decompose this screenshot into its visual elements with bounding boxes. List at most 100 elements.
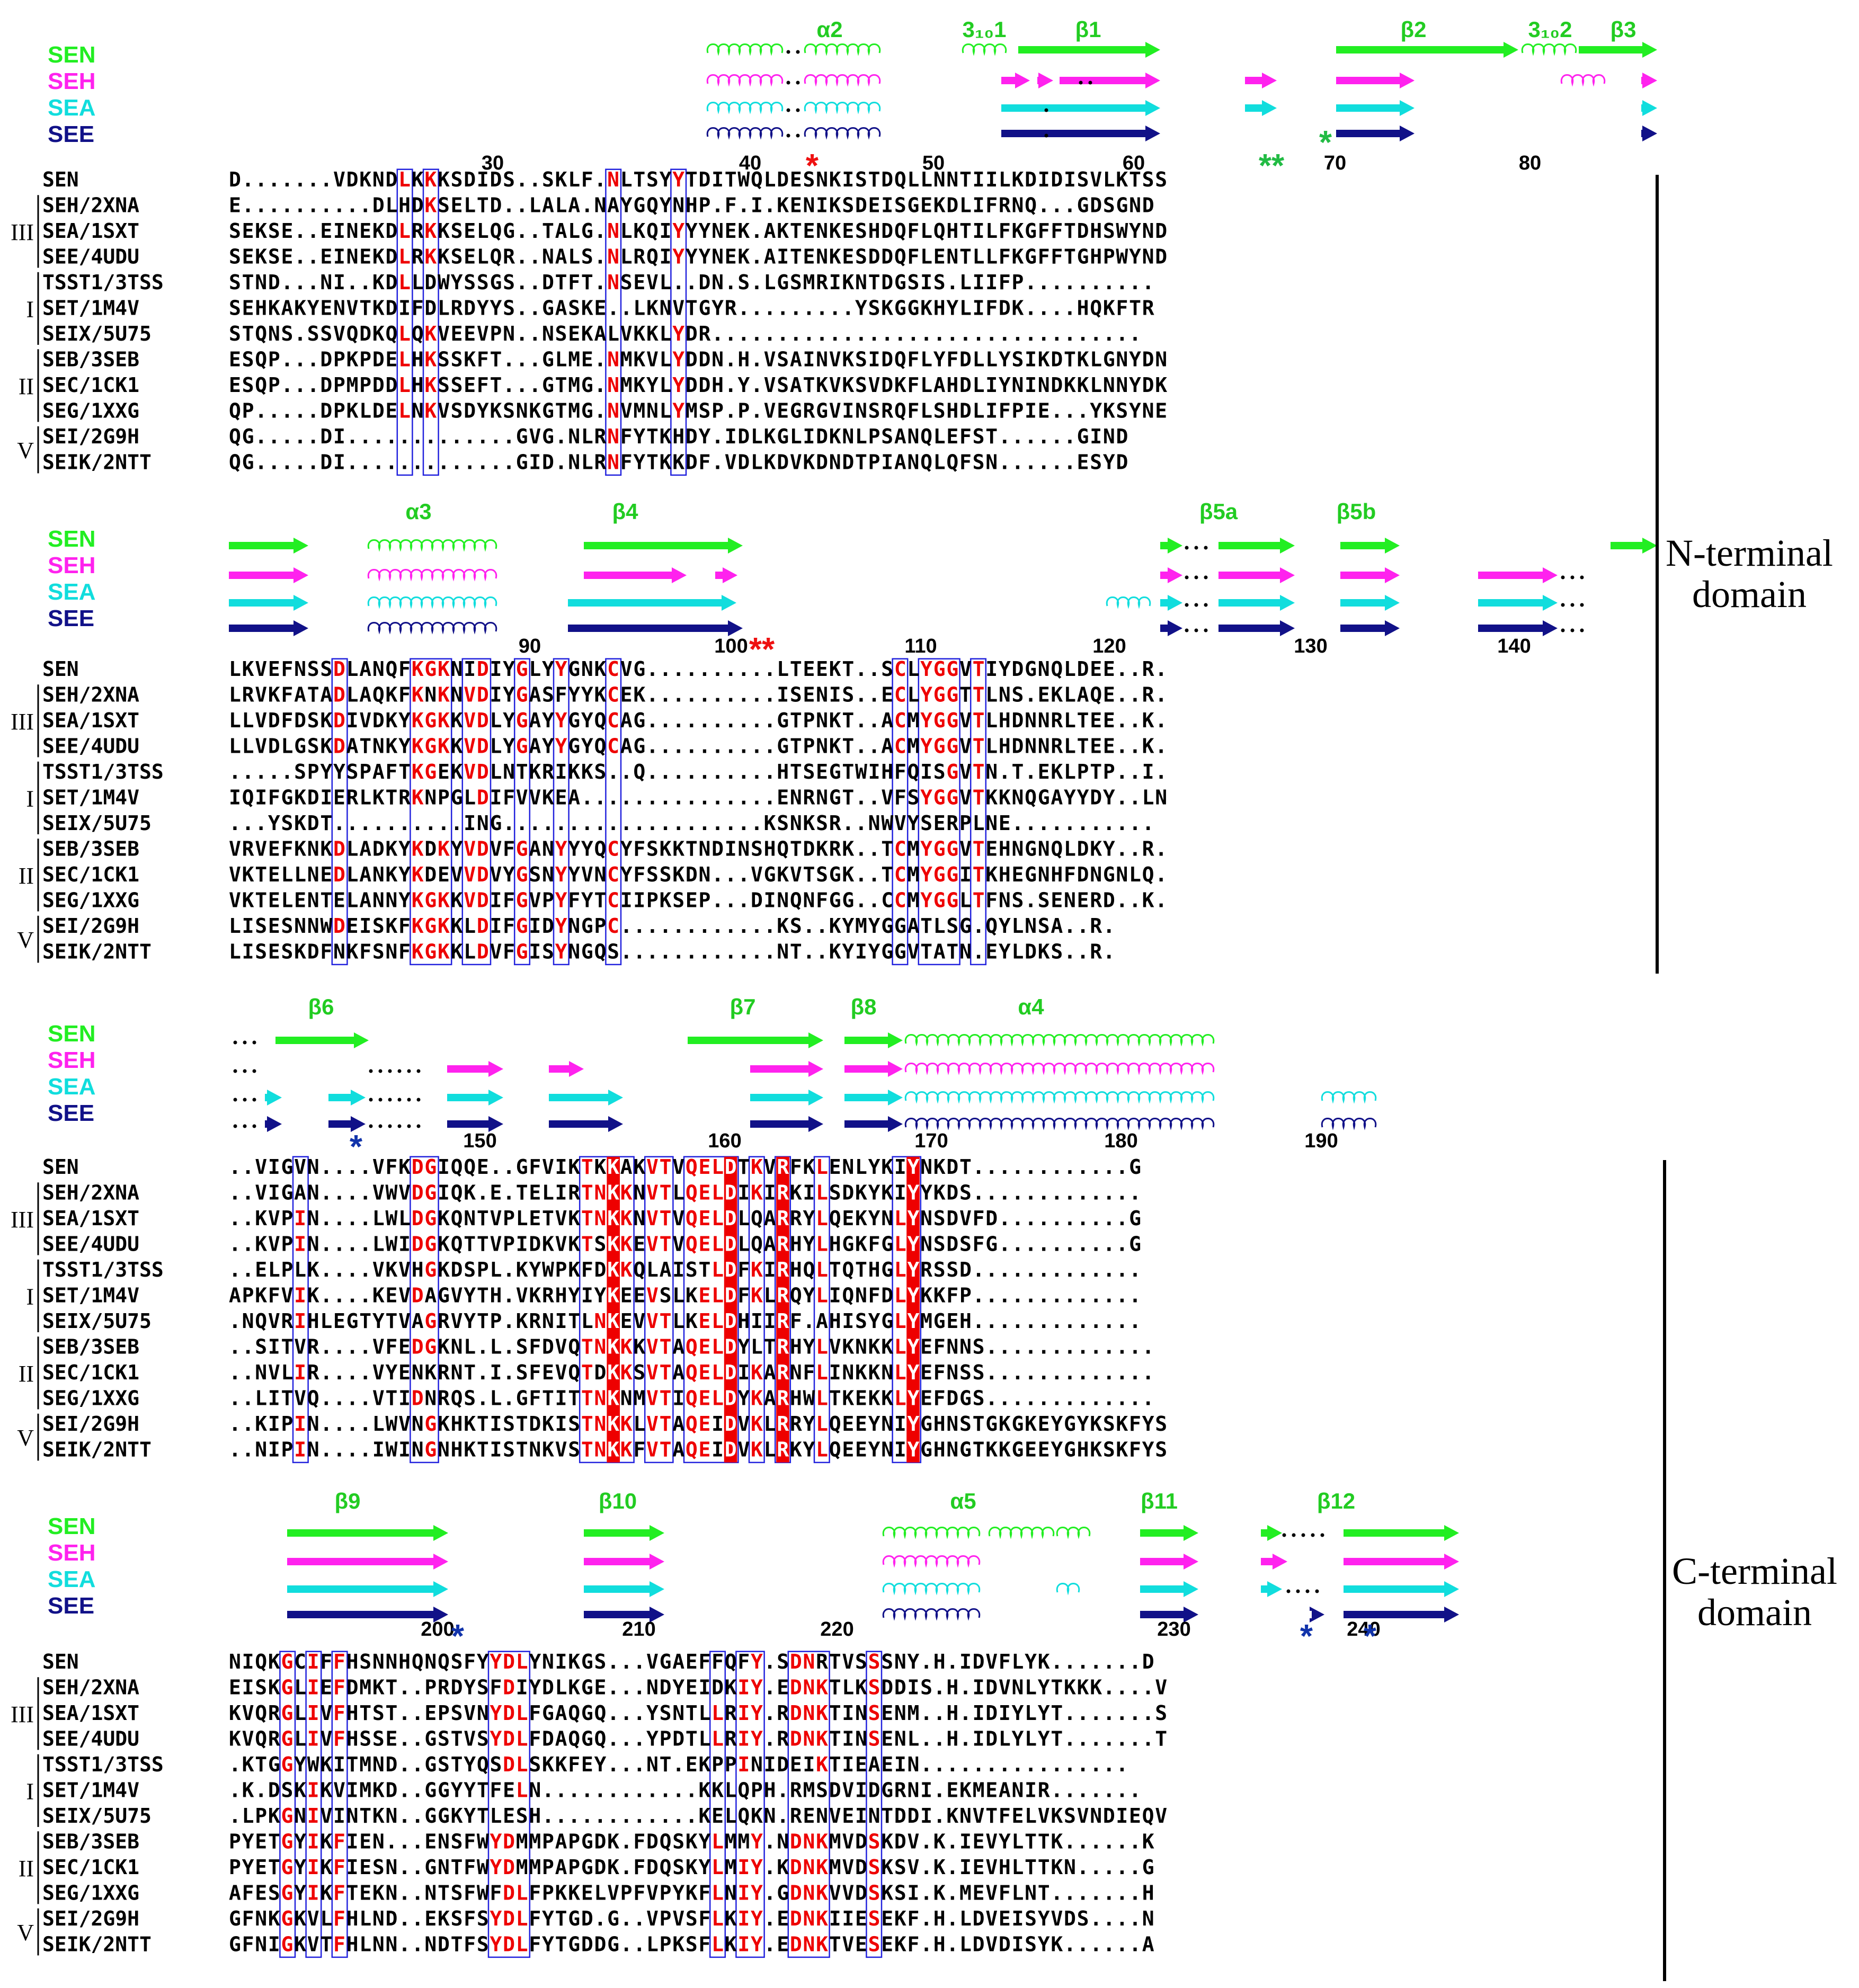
sequence-name: SEC/1CK1	[42, 373, 139, 397]
ss-label: β5b	[1337, 499, 1376, 524]
similarity-box	[866, 1651, 883, 1958]
sequence-row: ..KIPIN....LWVNGKHKTISTDKISTNKKLVTAQEIDV…	[229, 1412, 1167, 1436]
sequence-row: PYETGYIKFIEN...ENSFWYDMMPAPGDK.FDQSKYLMM…	[229, 1830, 1154, 1853]
helix-coil	[882, 1608, 981, 1621]
strand-arrow	[1641, 73, 1657, 88]
strand-arrow	[1160, 538, 1182, 554]
strand-arrow	[1245, 73, 1277, 88]
similarity-box	[410, 658, 452, 966]
residue-number: 170	[914, 1130, 948, 1152]
gap-dots	[233, 1040, 256, 1045]
strand-arrow	[1641, 100, 1657, 116]
identity-column	[724, 1156, 737, 1463]
similarity-box	[605, 658, 622, 966]
group-label: III	[11, 1207, 34, 1233]
strand-arrow	[1478, 567, 1558, 583]
similarity-box	[787, 1651, 830, 1958]
strand-arrow	[568, 595, 736, 611]
sequence-row: EISKGLIEFDMKT..PRDYSFDIYDLKGE...NDYEIDKI…	[229, 1676, 1167, 1699]
sequence-row: SEHKAKYENVTKDIFDLRDYYS..GASKE..LKNVTGYR.…	[229, 297, 1154, 320]
residue-number: 140	[1497, 635, 1531, 657]
sequence-row: VKTELENTELANNYKGKKVDIFGVPYFYTCIIPKSEP...…	[229, 889, 1167, 912]
sequence-name: SEA/1SXT	[42, 1701, 139, 1725]
strand-arrow	[1160, 595, 1182, 611]
helix-coil	[706, 102, 784, 114]
sequence-row: ESQP...DPKPDELHKSSKFT...GLME.NMKVLYDDN.H…	[229, 348, 1167, 371]
gap-dots	[233, 1124, 256, 1128]
residue-number: 40	[739, 152, 761, 174]
sequence-name: SEE/4UDU	[42, 1233, 139, 1256]
sequence-row: QG.....DI.............GVG.NLRNFYTKHDY.ID…	[229, 425, 1128, 448]
group-label: I	[26, 1283, 34, 1309]
legend-sea: SEA	[48, 95, 95, 121]
gap-dots	[1185, 546, 1208, 550]
similarity-box	[279, 1651, 296, 1958]
site-asterisk: **	[1259, 148, 1285, 184]
sequence-name: SEA/1SXT	[42, 219, 139, 243]
gap-dots	[1185, 628, 1208, 632]
gap-dots	[1561, 575, 1584, 580]
helix-coil	[1321, 1118, 1377, 1130]
helix-coil	[1056, 1583, 1080, 1595]
sequence-row: .NQVRIHLEGTYTVAGRVYTP.KRNITLNKEVVTLKELDH…	[229, 1309, 1141, 1333]
gap-dots	[1561, 628, 1584, 632]
similarity-box	[748, 1156, 765, 1464]
legend-see: SEE	[48, 1100, 94, 1126]
ss-label: α4	[1018, 994, 1044, 1019]
residue-number: 130	[1294, 635, 1327, 657]
group-label: II	[19, 1361, 34, 1387]
gap-dots	[786, 81, 800, 85]
helix-coil	[367, 539, 497, 552]
sequence-row: LLVDLGSKDATNKYKGKKVDLYGAYYGYQCAG........…	[229, 735, 1167, 758]
strand-arrow	[549, 1090, 623, 1106]
helix-coil	[1056, 1527, 1091, 1539]
strand-arrow	[715, 567, 737, 583]
sequence-row: GFNIGKVTFHLNN..NDTFSYDLFYTGDDG..LPKSFLKI…	[229, 1933, 1154, 1956]
similarity-box	[579, 1156, 635, 1464]
similarity-box	[292, 1156, 309, 1464]
strand-arrow	[1140, 1554, 1198, 1570]
group-label: V	[17, 1425, 34, 1451]
group-label: II	[19, 373, 34, 399]
sequence-name: SEG/1XXG	[42, 1387, 139, 1410]
ss-label: β1	[1075, 17, 1101, 42]
sequence-name: SEN	[42, 657, 79, 681]
similarity-box	[331, 658, 348, 966]
strand-arrow	[328, 1116, 366, 1132]
sequence-name: SEIX/5U75	[42, 1309, 152, 1333]
sequence-row: E..........DLHDKSELTD..LALA.NAYGQYNHP.F.…	[229, 194, 1154, 217]
similarity-box	[422, 168, 439, 476]
sequence-row: APKFVIK....KEVDAGVYTH.VKRHYIYKEEVSLKELDF…	[229, 1284, 1141, 1307]
group-label: II	[19, 1856, 34, 1882]
legend-see: SEE	[48, 121, 94, 147]
gap-dots	[233, 1098, 256, 1102]
strand-arrow	[1001, 126, 1160, 141]
gap-dots	[786, 50, 800, 54]
strand-arrow	[1344, 1607, 1459, 1623]
helix-coil	[904, 1063, 1215, 1075]
helix-coil	[882, 1527, 981, 1539]
group-label: III	[11, 1701, 34, 1727]
sequence-name: SEE/4UDU	[42, 735, 139, 758]
strand-arrow	[1160, 620, 1182, 636]
sequence-row: LISESNNWDEISKFKGKKLDIFGIDYNGPC..........…	[229, 914, 1115, 938]
residue-number: 110	[904, 635, 937, 657]
strand-arrow	[229, 620, 308, 636]
helix-coil	[706, 127, 784, 140]
sequence-name: SEI/2G9H	[42, 914, 139, 938]
strand-arrow	[1018, 42, 1160, 58]
ss-label: β7	[730, 994, 756, 1019]
strand-arrow	[1336, 42, 1518, 58]
similarity-box	[644, 1156, 674, 1464]
strand-arrow	[275, 1032, 369, 1048]
gap-dots	[786, 108, 800, 112]
gap-dots	[369, 1124, 421, 1128]
sequence-row: LLVDFDSKDIVDKYKGKKVDLYGAYYGYQCAG........…	[229, 709, 1167, 732]
sequence-name: SEIX/5U75	[42, 812, 152, 835]
strand-arrow	[1340, 620, 1400, 636]
strand-arrow	[1218, 538, 1295, 554]
site-asterisk: *	[1319, 124, 1332, 161]
sequence-row: STQNS.SSVQDKQLQKVEEVPN..NSEKALVKKLYDR...…	[229, 322, 1141, 345]
sequence-name: SEN	[42, 1650, 79, 1673]
similarity-box	[305, 1651, 322, 1958]
